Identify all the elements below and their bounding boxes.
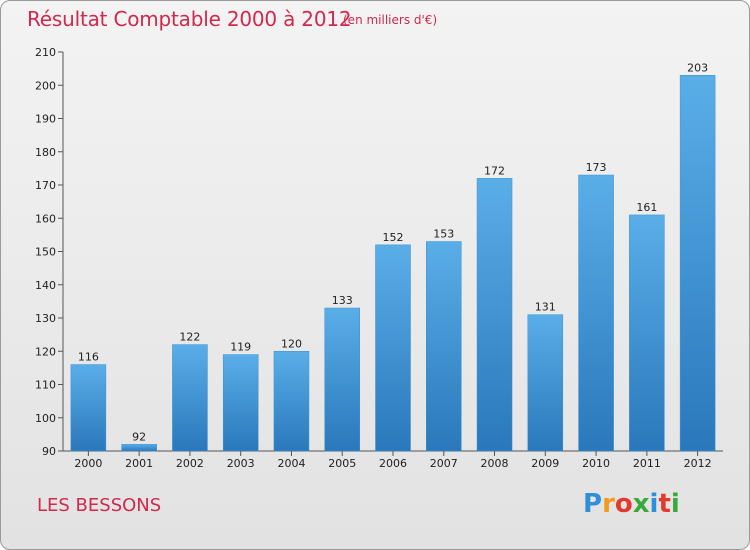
logo-letter: P [583, 489, 603, 519]
y-tick-label: 150 [35, 246, 56, 259]
logo-letter: r [602, 489, 615, 519]
logo-letter: i [670, 489, 680, 519]
y-tick-label: 130 [35, 312, 56, 325]
value-label-2010: 173 [586, 161, 607, 174]
bar-2004 [273, 351, 310, 452]
proxiti-logo[interactable]: Proxiti [583, 489, 680, 519]
y-tick-label: 190 [35, 113, 56, 126]
bar-2008 [476, 178, 513, 452]
value-label-2009: 131 [535, 301, 556, 314]
value-label-2004: 120 [281, 337, 302, 350]
bar-2012 [679, 75, 716, 452]
logo-letter: x [632, 489, 650, 519]
x-tick-label-2000: 2000 [74, 457, 102, 470]
y-tick-label: 160 [35, 212, 56, 225]
bar-2011 [629, 214, 665, 452]
x-tick-label-2001: 2001 [125, 457, 153, 470]
value-label-2000: 116 [78, 351, 99, 364]
x-tick-label-2010: 2010 [582, 457, 610, 470]
logo-letter: t [658, 489, 671, 519]
x-tick-label-2004: 2004 [277, 457, 305, 470]
value-label-2002: 122 [179, 331, 200, 344]
bar-2002 [172, 344, 208, 452]
y-tick-label: 180 [35, 146, 56, 159]
bar-2006 [375, 244, 411, 452]
bar-2000 [70, 364, 107, 452]
y-tick-label: 140 [35, 279, 56, 292]
value-label-2006: 152 [383, 231, 404, 244]
value-label-2005: 133 [332, 294, 353, 307]
x-tick-label-2005: 2005 [328, 457, 356, 470]
x-tick-label-2011: 2011 [633, 457, 661, 470]
value-label-2001: 92 [132, 430, 146, 443]
value-label-2012: 203 [687, 61, 708, 74]
bar-2010 [578, 174, 614, 452]
x-tick-label-2006: 2006 [379, 457, 407, 470]
y-tick-label: 200 [35, 79, 56, 92]
value-label-2007: 153 [433, 228, 454, 241]
chart-title: Résultat Comptable 2000 à 2012 [27, 7, 352, 31]
x-tick-label-2003: 2003 [227, 457, 255, 470]
x-tick-label-2009: 2009 [531, 457, 559, 470]
x-tick-label-2002: 2002 [176, 457, 204, 470]
logo-letter: i [649, 489, 659, 519]
bar-2009 [527, 314, 564, 452]
y-tick-label: 110 [35, 379, 56, 392]
x-tick-label-2012: 2012 [684, 457, 712, 470]
y-tick-label: 100 [35, 412, 56, 425]
logo-letter: o [614, 489, 633, 519]
x-tick-label-2007: 2007 [430, 457, 458, 470]
y-tick-label: 170 [35, 179, 56, 192]
y-tick-label: 210 [35, 46, 56, 59]
bar-2003 [222, 354, 259, 452]
value-label-2003: 119 [230, 341, 251, 354]
x-tick-label-2008: 2008 [481, 457, 509, 470]
value-label-2008: 172 [484, 164, 505, 177]
bar-2005 [324, 307, 360, 452]
value-label-2011: 161 [636, 201, 657, 214]
town-name: LES BESSONS [37, 495, 162, 516]
bar-2001 [121, 444, 157, 452]
y-tick-label: 90 [42, 445, 56, 458]
chart-subtitle: (en milliers d'€) [343, 13, 438, 27]
bar-2007 [426, 241, 462, 452]
y-tick-label: 120 [35, 345, 56, 358]
